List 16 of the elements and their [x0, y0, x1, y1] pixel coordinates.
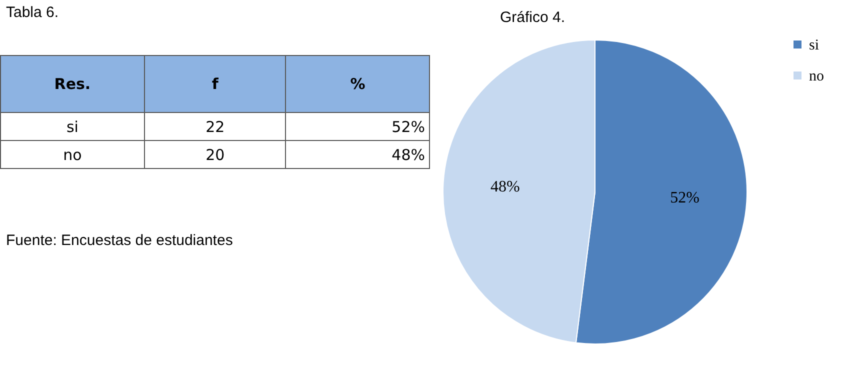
legend-label: no	[809, 68, 824, 84]
text: no	[0, 140, 144, 168]
data-label: 48%	[490, 178, 520, 196]
text: 48%	[286, 140, 430, 168]
text: f	[144, 56, 286, 112]
text: %	[286, 56, 430, 112]
source-note: Fuente: Encuestas de estudiantes	[6, 232, 233, 249]
text: 20	[144, 140, 286, 168]
legend-label: si	[809, 38, 820, 54]
text: Tabla 6.	[6, 4, 59, 21]
text: 52%	[286, 112, 430, 140]
data-label: 52%	[670, 190, 700, 207]
chart-title: Gráfico 4.	[500, 9, 566, 26]
text: Res.	[0, 56, 144, 112]
text: 22	[144, 112, 286, 140]
text: si	[0, 112, 144, 140]
